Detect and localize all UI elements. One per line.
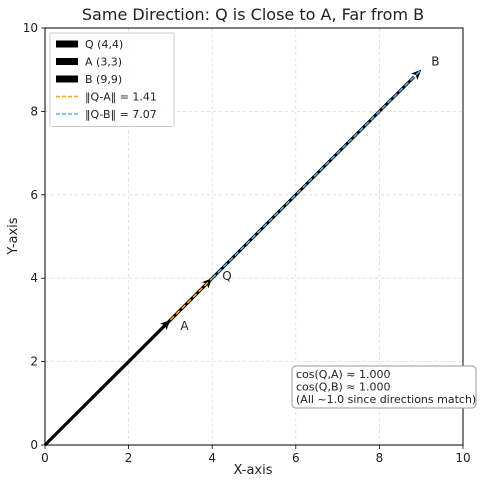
legend-label: Q (4,4) (85, 38, 123, 51)
x-tick-label: 4 (208, 451, 216, 465)
legend-label: ‖Q-A‖ = 1.41 (85, 91, 157, 104)
note-line: (All ~1.0 since directions match) (296, 393, 476, 406)
y-tick-label: 2 (30, 355, 38, 369)
legend-box (49, 32, 175, 127)
y-tick-label: 4 (30, 271, 38, 285)
note-line: cos(Q,A) ≈ 1.000 (296, 368, 390, 381)
legend-swatch (56, 58, 78, 65)
x-tick-label: 6 (292, 451, 300, 465)
x-axis-label: X-axis (234, 463, 273, 478)
point-label-q: Q (222, 269, 231, 283)
chart-title: Same Direction: Q is Close to A, Far fro… (82, 5, 424, 24)
distance-line-qb (211, 69, 422, 279)
y-tick-label: 8 (30, 104, 38, 118)
point-label-a: A (180, 319, 189, 333)
legend: Q (4,4) A (3,3) B (9,9) ‖Q-A‖ = 1.41 ‖Q-B‖ =… (49, 32, 175, 127)
plot-frame (44, 27, 464, 446)
x-tick-label: 0 (41, 451, 49, 465)
distance-line-qa (169, 277, 213, 321)
legend-label: B (9,9) (85, 73, 122, 86)
note-line: cos(Q,B) ≈ 1.000 (296, 381, 391, 394)
legend-swatch (56, 75, 78, 83)
vector-a-arrowhead (160, 319, 171, 331)
x-tick-label: 10 (455, 451, 470, 465)
y-axis-label: Y-axis (6, 217, 21, 255)
point-label-b: B (431, 55, 439, 69)
legend-label: ‖Q-B‖ = 7.07 (85, 108, 157, 121)
legend-label: A (3,3) (85, 56, 122, 69)
marks: Q A B (43, 55, 439, 447)
x-tick-label: 8 (376, 451, 384, 465)
y-tick-label: 6 (30, 188, 38, 202)
ticks: 0 2 4 6 8 10 0 2 4 6 8 10 (23, 21, 471, 465)
note-frame (291, 365, 477, 409)
legend-swatch (56, 40, 78, 48)
y-tick-label: 0 (30, 438, 38, 452)
vector-a-line (43, 325, 165, 447)
y-tick-label: 10 (23, 21, 38, 35)
x-tick-label: 2 (125, 451, 133, 465)
